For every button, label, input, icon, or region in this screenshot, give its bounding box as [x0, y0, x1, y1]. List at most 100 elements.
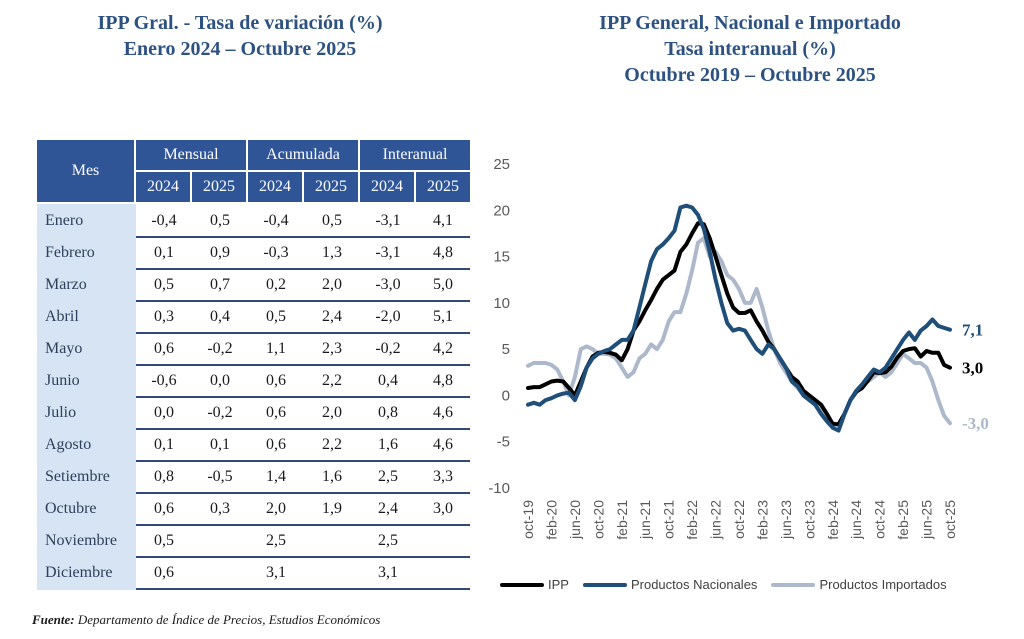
- value-cell: -0,4: [136, 204, 192, 238]
- x-tick-label: feb-21: [614, 500, 630, 540]
- x-tick-label: oct-21: [661, 500, 677, 539]
- value-cell: 0,9: [192, 238, 248, 270]
- value-cell: -3,1: [360, 204, 416, 238]
- value-cell: 0,1: [192, 430, 248, 462]
- value-cell: 0,0: [136, 398, 192, 430]
- y-tick-label: 25: [493, 156, 510, 173]
- value-cell: 2,3: [304, 334, 360, 366]
- table-row: Agosto 0,1 0,1 0,6 2,2 1,6 4,6: [37, 430, 470, 462]
- y-tick-label: -10: [488, 480, 510, 497]
- value-cell: 0,7: [192, 270, 248, 302]
- legend-swatch-ipp: [500, 582, 544, 587]
- chart-title-line1: IPP General, Nacional e Importado: [599, 12, 901, 34]
- value-cell: 2,0: [304, 398, 360, 430]
- table-body: Enero -0,4 0,5 -0,4 0,5 -3,1 4,1 Febrero 0,1 0,9-…: [37, 204, 470, 590]
- value-cell: 2,2: [304, 430, 360, 462]
- value-cell: 2,0: [304, 270, 360, 302]
- table-row: Mayo 0,6 -0,2 1,1 2,3 -0,2 4,2: [37, 334, 470, 366]
- y-axis: -10 -5 0 5 10 15 20 25: [488, 156, 510, 497]
- value-cell: -0,2: [360, 334, 416, 366]
- header-year: 2024: [360, 172, 416, 204]
- value-cell: -3,1: [360, 238, 416, 270]
- end-label-ipp: 3,0: [962, 359, 983, 378]
- table-title: IPP Gral. - Tasa de variación (%) Enero …: [0, 10, 480, 62]
- value-cell: 0,8: [136, 462, 192, 494]
- value-cell: 0,8: [360, 398, 416, 430]
- header-group-mensual: Mensual: [136, 140, 248, 172]
- header-year: 2025: [192, 172, 248, 204]
- value-cell: 1,6: [360, 430, 416, 462]
- x-axis: oct-19 feb-20 jun-20 oct-20 feb-21 jun-21 oct-…: [520, 500, 958, 540]
- legend-label-nacionales: Productos Nacionales: [630, 577, 758, 592]
- value-cell: 0,0: [192, 366, 248, 398]
- value-cell: 5,1: [416, 302, 470, 334]
- chart-title-line2: Tasa interanual (%): [664, 38, 836, 60]
- legend-item-importados: Productos Importados: [771, 577, 947, 592]
- value-cell: 0,4: [360, 366, 416, 398]
- y-tick-label: 20: [493, 202, 510, 219]
- value-cell: 3,1: [248, 558, 304, 590]
- value-cell: 1,4: [248, 462, 304, 494]
- value-cell: -0,2: [192, 334, 248, 366]
- header-mes: Mes: [37, 140, 136, 204]
- x-tick-label: jun-25: [919, 500, 935, 540]
- value-cell: 0,1: [136, 430, 192, 462]
- chart-legend: IPP Productos Nacionales Productos Impor…: [500, 577, 961, 592]
- x-tick-label: jun-22: [708, 500, 724, 540]
- table-row: Diciembre 0,6 3,1 3,1: [37, 558, 470, 590]
- value-cell: 4,6: [416, 430, 470, 462]
- value-cell: 2,5: [360, 462, 416, 494]
- x-tick-label: jun-23: [778, 500, 794, 540]
- x-tick-label: oct-20: [590, 500, 606, 539]
- x-tick-label: oct-23: [801, 500, 817, 539]
- header-year: 2024: [248, 172, 304, 204]
- y-tick-label: -5: [497, 434, 510, 451]
- value-cell: 0,2: [248, 270, 304, 302]
- value-cell: 5,0: [416, 270, 470, 302]
- value-cell: 2,5: [248, 526, 304, 558]
- table-row: Junio -0,6 0,0 0,6 2,2 0,4 4,8: [37, 366, 470, 398]
- value-cell: 0,5: [304, 204, 360, 238]
- x-tick-label: oct-22: [731, 500, 747, 539]
- value-cell: 3,3: [416, 462, 470, 494]
- x-tick-label: jun-20: [567, 500, 583, 540]
- table-title-line2: Enero 2024 – Octubre 2025: [123, 38, 357, 60]
- value-cell: 0,6: [248, 430, 304, 462]
- end-label-nacionales: 7,1: [962, 321, 983, 340]
- month-cell: Setiembre: [37, 462, 136, 494]
- value-cell: -0,6: [136, 366, 192, 398]
- value-cell: 1,1: [248, 334, 304, 366]
- table-row: Setiembre 0,8 -0,5 1,4 1,6 2,5 3,3: [37, 462, 470, 494]
- chart-title: IPP General, Nacional e Importado Tasa i…: [540, 10, 960, 88]
- value-cell: 0,3: [136, 302, 192, 334]
- month-cell: Diciembre: [37, 558, 136, 590]
- value-cell: 4,1: [416, 204, 470, 238]
- value-cell: 0,6: [136, 558, 192, 590]
- x-tick-label: feb-22: [684, 500, 700, 540]
- series-lines: [526, 203, 952, 433]
- month-cell: Enero: [37, 204, 136, 238]
- source-label: Fuente:: [32, 612, 75, 627]
- table-row: Marzo 0,5 0,7 0,2 2,0 -3,0 5,0: [37, 270, 470, 302]
- value-cell: -0,4: [248, 204, 304, 238]
- table-row: Febrero 0,1 0,9 -0,3 1,3 -3,1 4,8: [37, 238, 470, 270]
- value-cell: 0,5: [248, 302, 304, 334]
- value-cell: [304, 526, 360, 558]
- x-tick-label: jun-24: [848, 500, 864, 540]
- value-cell: 2,2: [304, 366, 360, 398]
- x-tick-label: oct-24: [872, 500, 888, 539]
- table-row: Abril 0,3 0,4 0,5 2,4 -2,0 5,1: [37, 302, 470, 334]
- chart-title-line3: Octubre 2019 – Octubre 2025: [624, 64, 876, 86]
- month-cell: Abril: [37, 302, 136, 334]
- value-cell: 0,6: [248, 398, 304, 430]
- value-cell: 0,3: [192, 494, 248, 526]
- month-cell: Mayo: [37, 334, 136, 366]
- y-tick-label: 15: [493, 249, 510, 266]
- y-tick-label: 5: [502, 341, 510, 358]
- legend-label-ipp: IPP: [548, 577, 569, 592]
- month-cell: Julio: [37, 398, 136, 430]
- value-cell: 1,6: [304, 462, 360, 494]
- x-tick-label: feb-24: [825, 500, 841, 540]
- value-cell: 2,4: [360, 494, 416, 526]
- line-chart: -10 -5 0 5 10 15 20 25 oct-19 feb-20 jun-20 oct-20…: [488, 156, 989, 540]
